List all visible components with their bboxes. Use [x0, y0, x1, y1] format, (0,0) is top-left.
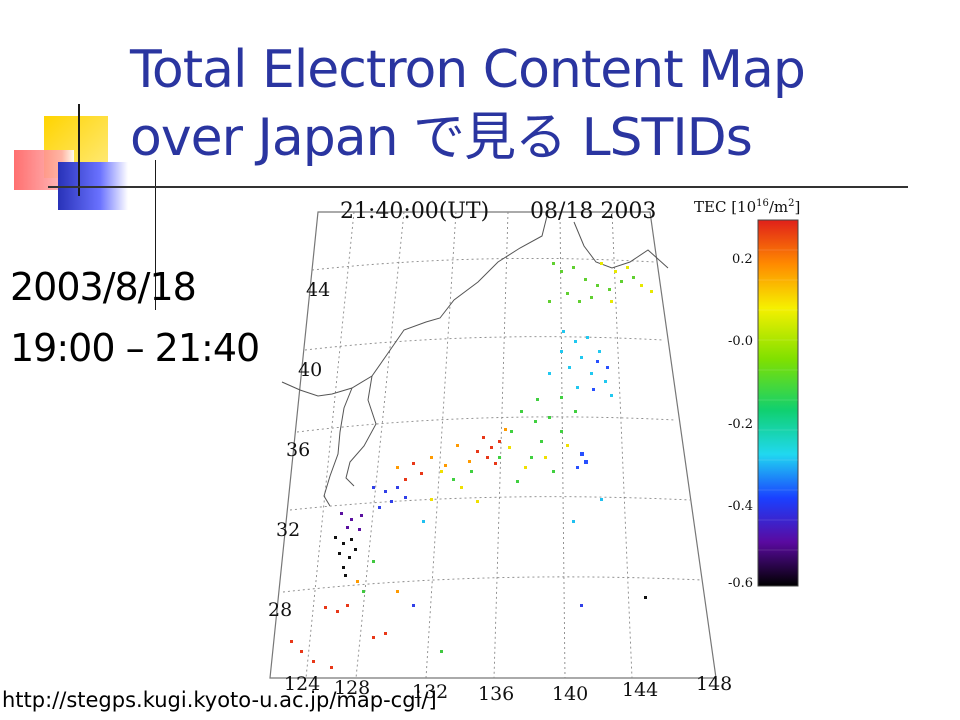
event-date: 2003/8/18 — [10, 265, 197, 309]
lon-label: 144 — [622, 679, 658, 701]
lon-label: 124 — [284, 673, 320, 695]
lat-label: 36 — [286, 439, 310, 461]
slide-title-line-1: Total Electron Content Map — [130, 40, 806, 100]
colorbar-tick: 0.2 — [732, 252, 753, 267]
title-underline — [48, 186, 908, 188]
colorbar — [757, 219, 799, 587]
colorbar-tick: -0.4 — [728, 499, 753, 514]
tec-data-scatter — [290, 262, 653, 669]
lat-label: 28 — [268, 599, 292, 621]
colorbar-label: TEC [1016/m2] — [694, 198, 800, 216]
slide-title-line-2: over Japan で見る LSTIDs — [130, 108, 753, 168]
colorbar-tick: -0.0 — [728, 334, 753, 349]
event-time-range: 19:00 – 21:40 — [10, 326, 260, 370]
lat-label: 44 — [306, 279, 330, 301]
coastline — [281, 211, 669, 507]
colorbar-tick: -0.6 — [728, 576, 753, 591]
map-frame — [269, 211, 717, 679]
map-date-label: 08/18 2003 — [530, 199, 656, 224]
lat-label: 32 — [276, 519, 300, 541]
lon-label: 128 — [334, 677, 370, 699]
map-graticule — [282, 211, 703, 679]
vertical-line-decoration-2 — [155, 160, 156, 310]
source-url: http://stegps.kugi.kyoto-u.ac.jp/map-cgi… — [2, 688, 437, 712]
lon-label: 140 — [552, 683, 588, 705]
lon-label: 132 — [412, 681, 448, 703]
colorbar-tick: -0.2 — [728, 417, 753, 432]
map-time-label: 21:40:00(UT) — [340, 199, 489, 224]
slide-title: Total Electron Content Map over Japan で見… — [130, 36, 930, 172]
vertical-line-decoration — [78, 104, 80, 196]
lat-label: 40 — [298, 359, 322, 381]
colorbar-stripes — [758, 249, 798, 551]
lon-label: 136 — [478, 683, 514, 705]
lon-label: 148 — [696, 673, 732, 695]
